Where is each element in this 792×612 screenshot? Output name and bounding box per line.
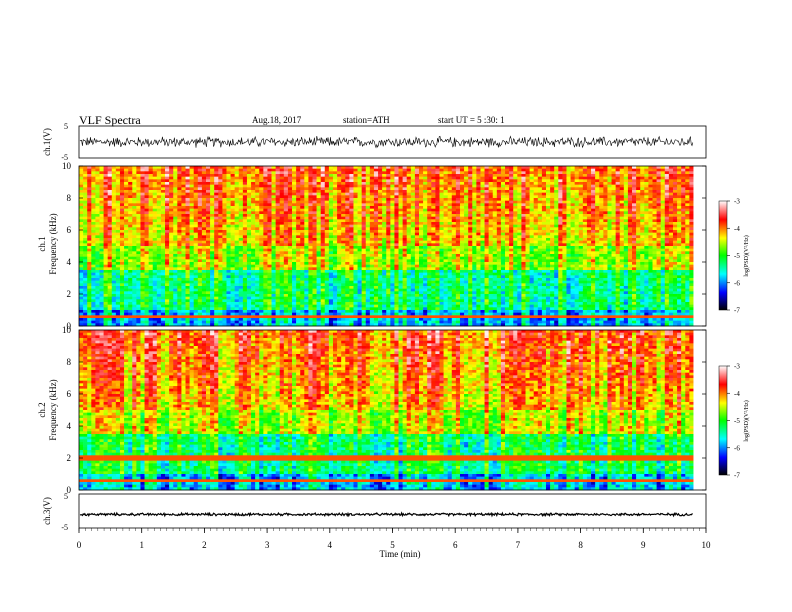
- ch1-waveform-panel: 5 -5 ch.1(V): [42, 122, 707, 162]
- ch3-waveform-panel: 5 -5 ch.3(V): [42, 492, 707, 532]
- ch2-colorbar-tick-label: -3: [734, 363, 740, 371]
- ch2-colorbar-gradient: [718, 365, 728, 476]
- ch3-waveform-frame: [78, 493, 707, 529]
- ch2-spectrogram-panel: 0 2 4 6 8 10 ch.2 Frequency (kHz): [37, 325, 707, 495]
- ch2-ytick-label: 0: [67, 485, 72, 495]
- ch1-colorbar-gradient: [718, 200, 728, 311]
- ch1-ytick-label: 2: [67, 289, 72, 299]
- ch2-colorbar-tick-label: -4: [734, 390, 740, 398]
- time-tick-label: 7: [516, 540, 521, 550]
- time-tick-label: 9: [641, 540, 646, 550]
- start-ut-label: start UT = 5 :30: 1: [438, 115, 505, 125]
- ch1-ytick-top: 5: [64, 122, 68, 131]
- time-axis-label: Time (min): [380, 549, 421, 559]
- ch1-colorbar-tick-label: -3: [734, 198, 740, 206]
- ch2-spectrogram-frame: [78, 329, 707, 491]
- ch1-colorbar-ticks: -3 -4 -5 -6 -7: [727, 198, 740, 315]
- ch1-spectrogram-panel: 0 2 4 6 8 10 ch.1 Frequency (kHz): [37, 161, 707, 331]
- ch2-ytick-label: 10: [62, 325, 72, 335]
- ch2-ytick-label: 6: [67, 389, 72, 399]
- time-tick-label: 5: [390, 540, 395, 550]
- ch1-colorbar-tick-label: -7: [734, 307, 740, 315]
- time-tick-label: 3: [265, 540, 270, 550]
- ch1-channel-label: ch.1: [37, 236, 47, 251]
- ch2-colorbar-label: log(PSD)(V²/Hz): [743, 400, 750, 441]
- ch1-colorbar-tick-label: -5: [734, 252, 740, 260]
- ch2-colorbar-ticks: -3 -4 -5 -6 -7: [727, 363, 740, 480]
- ch1-colorbar-tick-label: -6: [734, 279, 740, 287]
- ch1-colorbar-label: log(PSD)(V²/Hz): [743, 235, 750, 276]
- time-tick-label: 4: [328, 540, 333, 550]
- ch2-ytick-label: 8: [67, 357, 72, 367]
- ch1-frequency-axis-label: Frequency (kHz): [48, 213, 58, 274]
- ch2-channel-label: ch.2: [37, 402, 47, 417]
- time-tick-label: 6: [453, 540, 458, 550]
- ch1-ytick-label: 6: [67, 225, 72, 235]
- ch2-colorbar: -3 -4 -5 -6 -7 log(PSD)(V²/Hz): [718, 363, 750, 480]
- ch2-frequency-ticks: 0 2 4 6 8 10: [62, 325, 706, 495]
- ch1-ytick-label: 0: [67, 321, 72, 331]
- ch1-spectrogram-image: [79, 166, 706, 327]
- ch1-waveform-frame: [78, 125, 707, 159]
- ch1-ytick-label: 4: [67, 257, 72, 267]
- time-tick-label: 8: [578, 540, 583, 550]
- ch1-spectrogram-frame: [78, 165, 707, 327]
- ch3-ytick-top: 5: [64, 492, 68, 501]
- ch1-colorbar: -3 -4 -5 -6 -7 log(PSD)(V²/Hz): [718, 198, 750, 315]
- ch2-frequency-axis-label: Frequency (kHz): [48, 379, 58, 440]
- station-label: station=ATH: [343, 115, 390, 125]
- figure-title: VLF Spectra: [79, 113, 141, 127]
- time-tick-label: 0: [77, 540, 82, 550]
- ch1-ytick-label: 10: [62, 161, 72, 171]
- ch1-ytick-label: 8: [67, 193, 72, 203]
- ch2-spectrogram-image: [79, 330, 706, 491]
- ch2-colorbar-tick-label: -7: [734, 472, 740, 480]
- time-tick-label: 10: [702, 540, 712, 550]
- ch2-colorbar-tick-label: -5: [734, 417, 740, 425]
- ch1-waveform-trace: [79, 135, 694, 149]
- time-axis: 0 1 2 3 4 5 6 7 8 9 10: [77, 528, 711, 550]
- ch2-colorbar-tick-label: -6: [734, 444, 740, 452]
- ch2-ytick-label: 2: [67, 453, 72, 463]
- ch1-frequency-ticks: 0 2 4 6 8 10: [62, 161, 706, 331]
- ch3-waveform-ylabel: ch.3(V): [42, 497, 52, 525]
- time-tick-label: 2: [202, 540, 207, 550]
- ch1-ytick-bottom: -5: [61, 153, 68, 162]
- ch2-ytick-label: 4: [67, 421, 72, 431]
- ch1-colorbar-tick-label: -4: [734, 225, 740, 233]
- ch1-waveform-ylabel: ch.1(V): [42, 128, 52, 156]
- ch3-ytick-bottom: -5: [61, 523, 68, 532]
- time-tick-label: 1: [139, 540, 144, 550]
- date-label: Aug.18, 2017: [252, 115, 302, 125]
- ch3-waveform-trace: [79, 511, 693, 518]
